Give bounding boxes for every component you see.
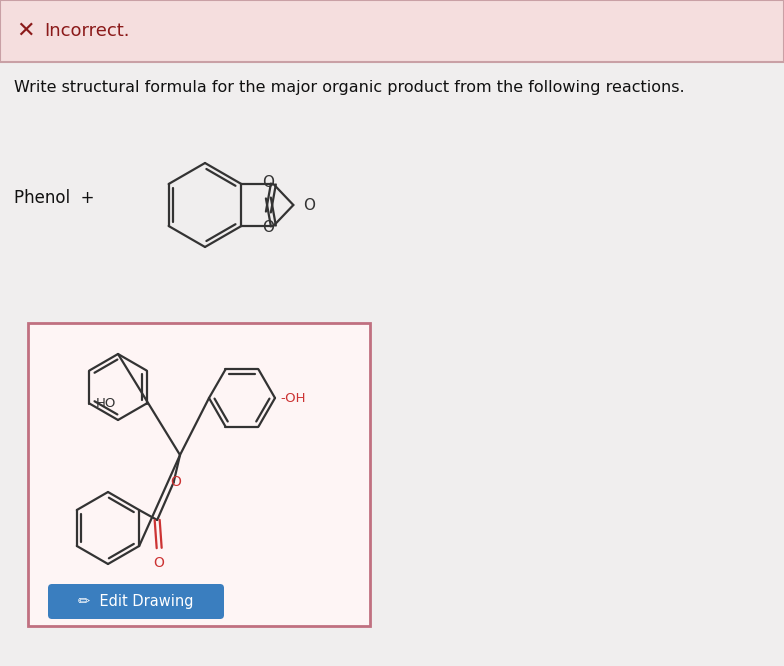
Text: O: O bbox=[170, 476, 181, 490]
Bar bbox=[0, 0, 784, 62]
Text: Phenol  +: Phenol + bbox=[14, 189, 95, 207]
Text: -OH: -OH bbox=[280, 392, 306, 404]
Text: O: O bbox=[303, 198, 315, 212]
Text: O: O bbox=[154, 556, 165, 570]
Text: Write structural formula for the major organic product from the following reacti: Write structural formula for the major o… bbox=[14, 80, 684, 95]
FancyBboxPatch shape bbox=[48, 584, 224, 619]
Text: Incorrect.: Incorrect. bbox=[44, 22, 129, 40]
Text: O: O bbox=[263, 175, 274, 190]
Text: HO: HO bbox=[96, 397, 116, 410]
Text: O: O bbox=[263, 220, 274, 235]
Text: ✏  Edit Drawing: ✏ Edit Drawing bbox=[78, 594, 194, 609]
Text: ✕: ✕ bbox=[16, 21, 35, 41]
Bar bbox=[28, 323, 370, 626]
